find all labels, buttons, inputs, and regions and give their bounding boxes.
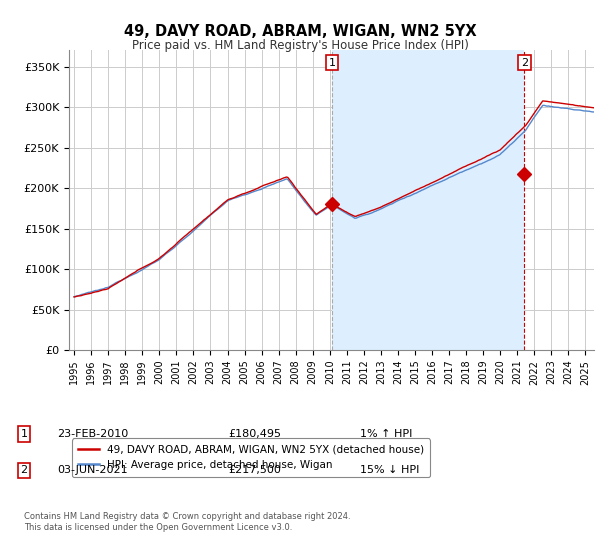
Text: 03-JUN-2021: 03-JUN-2021 (57, 465, 128, 475)
Text: 1: 1 (20, 429, 28, 439)
Text: £217,500: £217,500 (228, 465, 281, 475)
Text: £180,495: £180,495 (228, 429, 281, 439)
Text: Contains HM Land Registry data © Crown copyright and database right 2024.
This d: Contains HM Land Registry data © Crown c… (24, 512, 350, 532)
Text: 1: 1 (328, 58, 335, 68)
Text: 2: 2 (20, 465, 28, 475)
Text: 15% ↓ HPI: 15% ↓ HPI (360, 465, 419, 475)
Text: 2: 2 (521, 58, 528, 68)
Legend: 49, DAVY ROAD, ABRAM, WIGAN, WN2 5YX (detached house), HPI: Average price, detac: 49, DAVY ROAD, ABRAM, WIGAN, WN2 5YX (de… (71, 438, 430, 477)
Text: Price paid vs. HM Land Registry's House Price Index (HPI): Price paid vs. HM Land Registry's House … (131, 39, 469, 52)
Bar (332, 50, 524, 350)
Text: 1% ↑ HPI: 1% ↑ HPI (360, 429, 412, 439)
Text: 23-FEB-2010: 23-FEB-2010 (57, 429, 128, 439)
Text: 49, DAVY ROAD, ABRAM, WIGAN, WN2 5YX: 49, DAVY ROAD, ABRAM, WIGAN, WN2 5YX (124, 24, 476, 39)
